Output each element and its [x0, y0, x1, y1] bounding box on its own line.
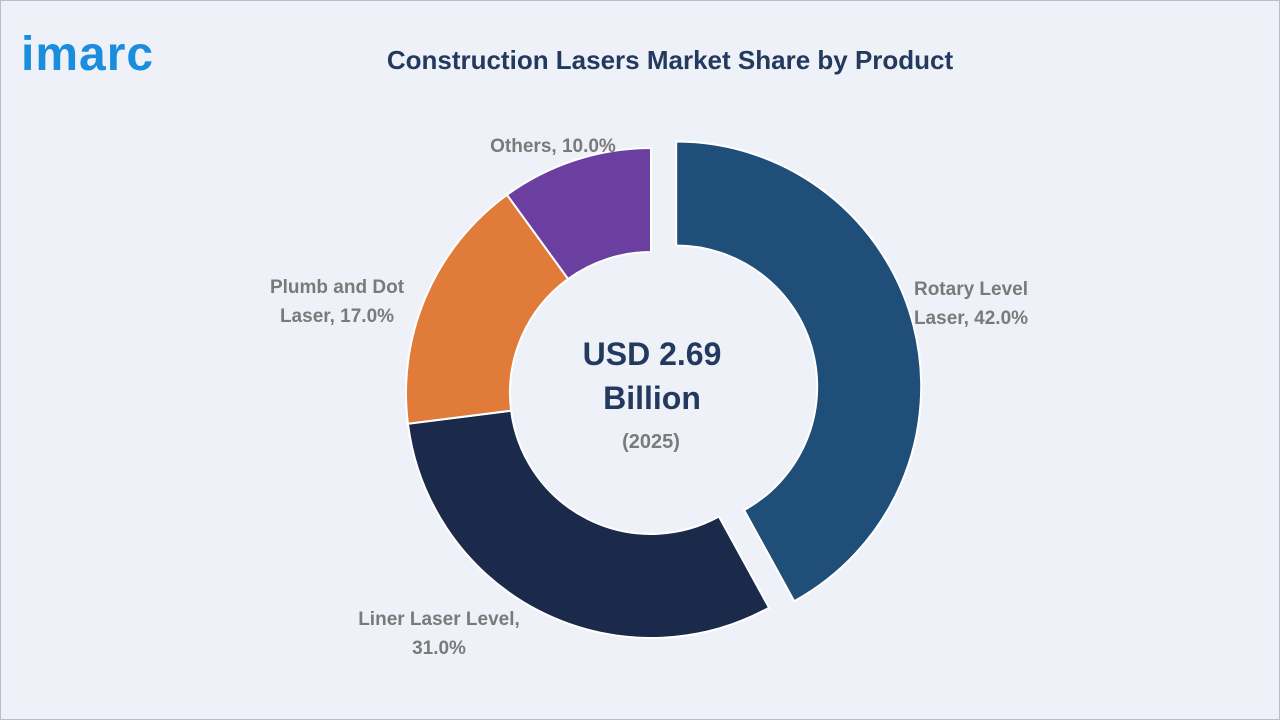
slices-group	[405, 140, 923, 639]
chart-title: Construction Lasers Market Share by Prod…	[386, 45, 954, 75]
center-total-unit: Billion	[603, 380, 701, 416]
slice-others	[505, 146, 652, 281]
label-plumb-and-dot-laser: Plumb and Dot Laser, 17.0%	[270, 277, 405, 327]
slice-rotary-level-laser	[675, 140, 923, 603]
label-others: Others, 10.0%	[490, 136, 616, 157]
slice-liner-laser-level	[406, 409, 771, 639]
label-liner-laser-level: Liner Laser Level, 31.0%	[358, 609, 520, 659]
center-year: (2025)	[622, 431, 680, 453]
imarc-logo: imarc	[21, 28, 155, 81]
labels-group: Rotary Level Laser, 42.0% Liner Laser Leve…	[270, 136, 1028, 659]
slice-plumb-and-dot-laser	[405, 193, 570, 425]
label-rotary-level-laser: Rotary Level Laser, 42.0%	[914, 279, 1028, 329]
center-total-value: USD 2.69	[583, 336, 722, 372]
